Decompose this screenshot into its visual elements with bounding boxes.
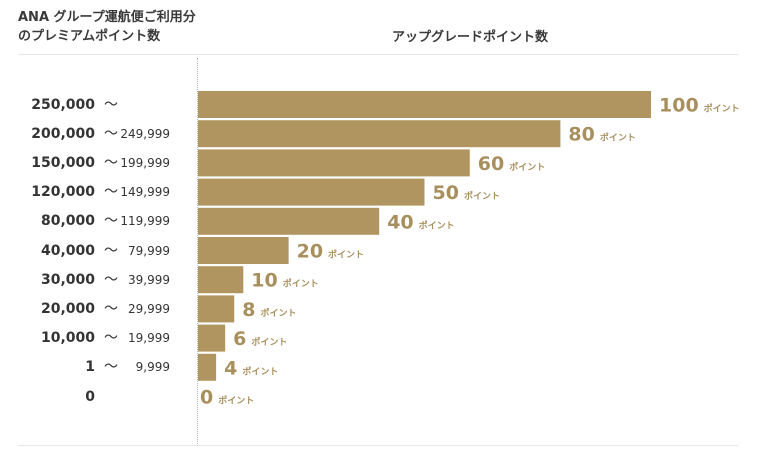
value-unit: ポイント (260, 307, 296, 319)
range-tilde: 〜 (104, 213, 118, 230)
value-unit: ポイント (600, 132, 636, 144)
value-label: 80 ポイント (568, 124, 635, 146)
range-to-label: 9,999 (135, 360, 170, 375)
top-divider (18, 54, 738, 55)
value-number: 40 (387, 211, 413, 233)
bar (198, 207, 380, 235)
value-unit: ポイント (251, 336, 287, 348)
axis-dotted-line (197, 58, 198, 444)
range-tilde: 〜 (104, 271, 118, 288)
range-from-label: 250,000 (31, 96, 95, 113)
range-to-label: 149,999 (120, 185, 170, 200)
value-unit: ポイント (509, 161, 545, 173)
value-label: 10 ポイント (251, 270, 318, 292)
range-from-label: 0 (85, 388, 95, 405)
value-unit: ポイント (328, 249, 364, 261)
value-label: 0 ポイント (200, 387, 254, 409)
range-tilde: 〜 (104, 300, 118, 317)
bar (198, 120, 561, 148)
value-number: 50 (433, 182, 459, 204)
range-tilde: 〜 (104, 242, 118, 259)
bar (198, 91, 651, 118)
value-label: 40 ポイント (387, 211, 454, 233)
premium-points-header-line2: のプレミアムポイント数 (18, 29, 161, 44)
range-from-label: 10,000 (40, 330, 95, 347)
range-from-label: 200,000 (31, 125, 95, 142)
value-number: 20 (297, 241, 323, 263)
range-from-label: 150,000 (31, 154, 95, 171)
value-label: 50 ポイント (433, 182, 500, 204)
value-number: 60 (478, 153, 504, 175)
range-from-label: 80,000 (40, 213, 95, 230)
value-number: 4 (224, 357, 237, 379)
bar (198, 324, 226, 352)
range-tilde: 〜 (104, 154, 118, 171)
value-unit: ポイント (218, 395, 254, 407)
value-number: 8 (242, 299, 255, 321)
value-unit: ポイント (283, 278, 319, 290)
range-from-label: 120,000 (31, 184, 95, 201)
range-tilde: 〜 (104, 359, 118, 376)
value-label: 60 ポイント (478, 153, 545, 175)
value-number: 0 (200, 387, 213, 409)
value-unit: ポイント (242, 365, 278, 377)
value-label: 100 ポイント (659, 95, 740, 117)
value-unit: ポイント (419, 219, 455, 231)
range-tilde: 〜 (104, 184, 118, 201)
range-to-label: 119,999 (120, 214, 170, 229)
range-tilde: 〜 (104, 125, 118, 142)
range-from-label: 1 (85, 359, 95, 376)
value-number: 10 (251, 270, 277, 292)
bar (198, 178, 425, 206)
range-to-label: 29,999 (128, 301, 170, 316)
value-label: 20 ポイント (297, 241, 364, 263)
range-to-label: 39,999 (128, 272, 170, 287)
range-from-label: 30,000 (40, 271, 95, 288)
value-number: 100 (659, 95, 699, 117)
range-to-label: 79,999 (128, 243, 170, 258)
range-to-label: 249,999 (120, 126, 170, 141)
range-from-label: 20,000 (40, 300, 95, 317)
upgrade-points-header: アップグレードポイント数 (392, 30, 549, 45)
bar (198, 266, 244, 294)
bar (198, 149, 470, 177)
bar (198, 237, 289, 264)
value-label: 4 ポイント (224, 357, 278, 379)
bar (198, 295, 235, 323)
value-label: 6 ポイント (233, 328, 287, 350)
value-number: 80 (568, 124, 594, 146)
value-label: 8 ポイント (242, 299, 296, 321)
range-to-label: 199,999 (120, 155, 170, 170)
value-number: 6 (233, 328, 246, 350)
range-from-label: 40,000 (40, 242, 95, 259)
bottom-divider (18, 445, 738, 446)
range-to-label: 19,999 (128, 331, 170, 346)
bar (198, 353, 217, 381)
value-unit: ポイント (704, 103, 740, 115)
premium-points-header-line1: ANA グループ運航便ご利用分 (18, 10, 196, 25)
value-unit: ポイント (464, 190, 500, 202)
range-tilde: 〜 (104, 330, 118, 347)
premium-points-header: ANA グループ運航便ご利用分 のプレミアムポイント数 (18, 8, 196, 46)
range-tilde: 〜 (104, 96, 118, 113)
